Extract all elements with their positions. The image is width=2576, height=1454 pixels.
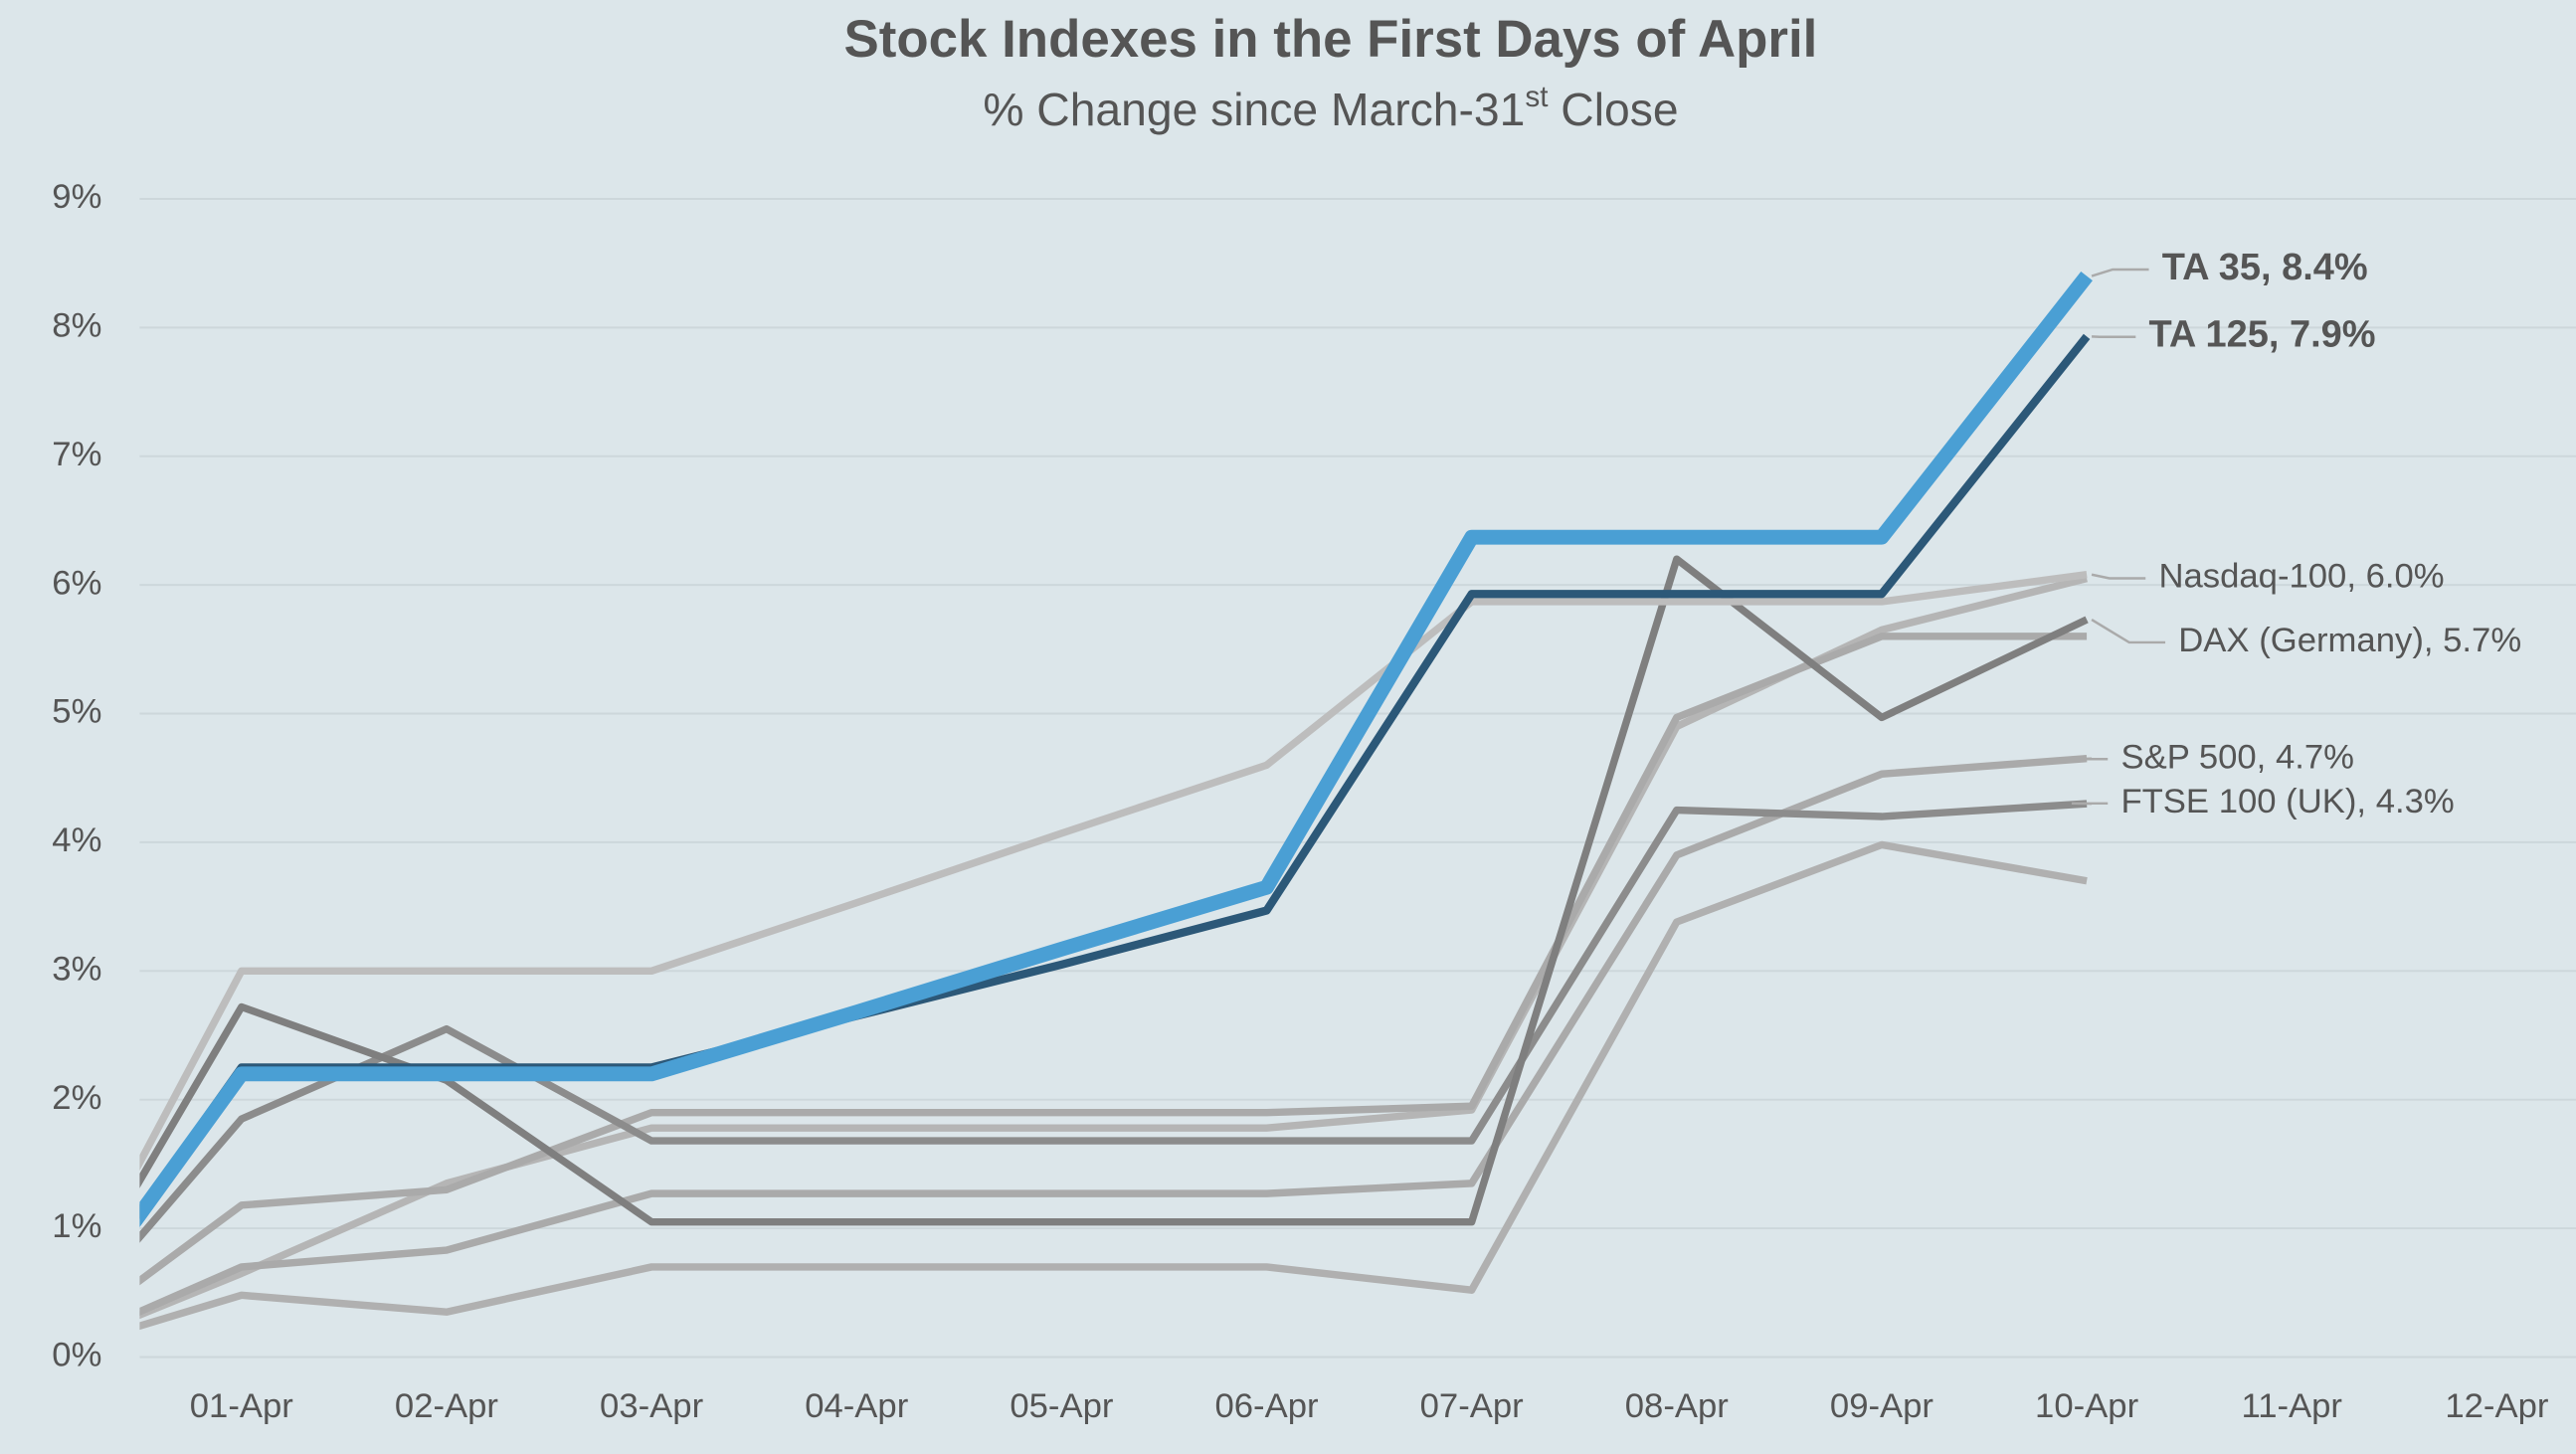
x-tick-label: 01-Apr [190, 1387, 293, 1425]
chart-subtitle: % Change since March-31st Close [983, 81, 1678, 135]
x-tick-label: 06-Apr [1214, 1387, 1318, 1425]
series-label: Nasdaq-100, 6.0% [2158, 558, 2444, 596]
series-line [139, 571, 2088, 1172]
series-line [139, 755, 2088, 1316]
y-tick-label: 9% [52, 178, 101, 216]
y-tick-label: 3% [52, 950, 101, 988]
y-tick-label: 7% [52, 436, 101, 473]
series-line [139, 633, 2088, 1286]
plot-area [139, 271, 2093, 1331]
x-tick-label: 12-Apr [2445, 1387, 2548, 1425]
series-label: FTSE 100 (UK), 4.3% [2120, 783, 2454, 820]
series-label: DAX (Germany), 5.7% [2178, 622, 2521, 659]
leader-line [2091, 268, 2149, 277]
series-line [139, 555, 2089, 1226]
x-tick-label: 10-Apr [2035, 1387, 2138, 1425]
y-tick-label: 8% [52, 306, 101, 344]
x-tick-label: 08-Apr [1625, 1387, 1729, 1425]
series-label: TA 35, 8.4% [2162, 247, 2368, 288]
series-labels: S&P 500, 4.7% FTSE 100 (UK), 4.3% DAX (Ger… [2071, 247, 2521, 820]
x-tick-label: 02-Apr [395, 1387, 498, 1425]
leader-line [2091, 618, 2166, 644]
y-tick-label: 4% [52, 821, 101, 859]
x-tick-label: 04-Apr [805, 1387, 908, 1425]
series-label: S&P 500, 4.7% [2120, 738, 2354, 776]
x-tick-label: 05-Apr [1010, 1387, 1113, 1425]
x-tick-label: 03-Apr [600, 1387, 703, 1425]
y-tick-label: 1% [52, 1207, 101, 1245]
subtitle-superscript: st [1525, 81, 1549, 113]
y-tick-label: 6% [52, 564, 101, 602]
series-label: TA 125, 7.9% [2149, 314, 2376, 356]
y-tick-label: 2% [52, 1079, 101, 1117]
subtitle-text: % Change since March-31 [983, 84, 1525, 135]
x-tick-label: 11-Apr [2241, 1387, 2342, 1425]
series-line [139, 840, 2088, 1331]
x-tick-label: 09-Apr [1830, 1387, 1933, 1425]
series-line [139, 271, 2093, 1227]
leader-line [2091, 573, 2146, 580]
grid: 0% 1% 2% 3% 4% 5% 6% 7% 8% 9% 01-Apr 02-Apr 03-Apr 04… [52, 178, 2576, 1425]
subtitle-text: Close [1548, 84, 1678, 135]
x-tick-label: 07-Apr [1420, 1387, 1524, 1425]
chart-title: Stock Indexes in the First Days of April [844, 10, 1818, 69]
y-tick-label: 5% [52, 693, 101, 731]
y-tick-label: 0% [52, 1337, 101, 1374]
